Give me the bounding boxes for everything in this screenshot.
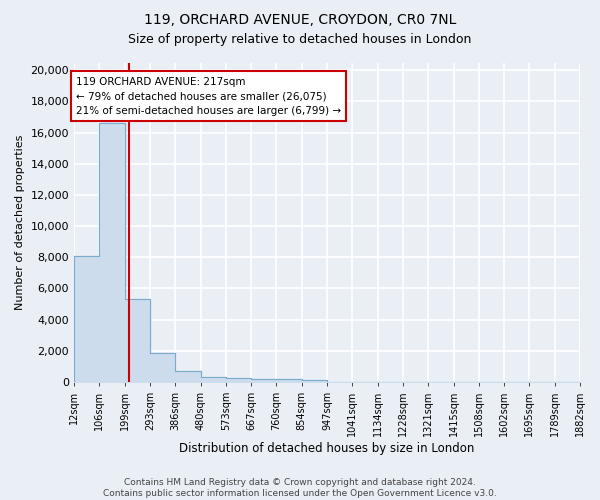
Text: Size of property relative to detached houses in London: Size of property relative to detached ho… <box>128 32 472 46</box>
Text: Contains HM Land Registry data © Crown copyright and database right 2024.
Contai: Contains HM Land Registry data © Crown c… <box>103 478 497 498</box>
X-axis label: Distribution of detached houses by size in London: Distribution of detached houses by size … <box>179 442 475 455</box>
Y-axis label: Number of detached properties: Number of detached properties <box>15 134 25 310</box>
Text: 119, ORCHARD AVENUE, CROYDON, CR0 7NL: 119, ORCHARD AVENUE, CROYDON, CR0 7NL <box>144 12 456 26</box>
Text: 119 ORCHARD AVENUE: 217sqm
← 79% of detached houses are smaller (26,075)
21% of : 119 ORCHARD AVENUE: 217sqm ← 79% of deta… <box>76 76 341 116</box>
